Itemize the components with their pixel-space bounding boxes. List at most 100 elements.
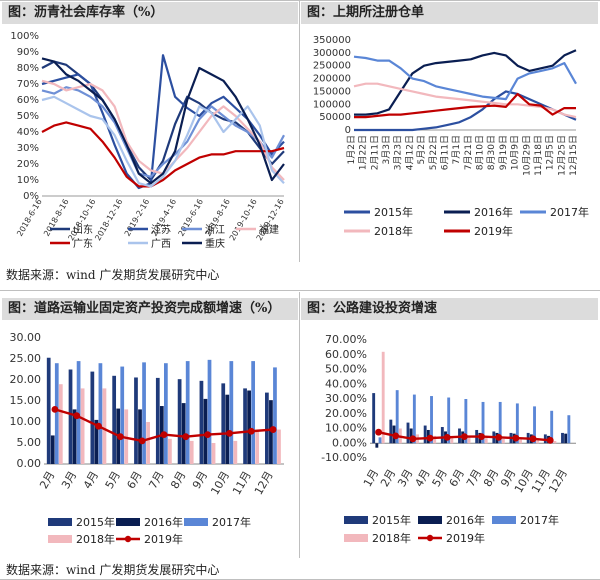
y-tick-label: 0.00: [17, 457, 42, 470]
y-tick-label: 300000: [313, 48, 351, 59]
y-tick-label: 15.00: [10, 394, 42, 407]
bar-2016年-3月: [409, 428, 413, 444]
chart-inventory: 0% 10% 20% 30% 40% 50% 60% 70% 80% 90% 100% 2018-6-…: [0, 26, 298, 260]
y-tick-label: 250000: [313, 61, 351, 72]
series-line-江苏: [41, 54, 285, 190]
y-tick-label: 70%: [17, 79, 39, 90]
x-tick-label: 5月: [103, 469, 123, 491]
x-tick-label: 2019-6-16: [177, 198, 205, 238]
bar-2017年-4月: [430, 396, 433, 444]
legend-swatch-2015年: [344, 516, 368, 524]
legend-label-2019年: 2019年: [144, 532, 183, 546]
y-tick-label: 0%: [23, 191, 39, 202]
y-tick-label: 90%: [17, 47, 39, 58]
legend-swatch-2016年: [116, 518, 140, 526]
bar-2018年-3月: [80, 388, 85, 464]
y-tick-label: -10.00%: [321, 451, 367, 464]
y-tick-label: 10.00%: [325, 422, 367, 435]
bar-2018年-9月: [519, 439, 522, 444]
legend-label-2016年: 2016年: [446, 513, 485, 527]
chart-warehouse-receipts: 0 50000 100000 150000 200000 250000 300000 3500…: [300, 26, 598, 260]
bar-2015年-4月: [90, 371, 95, 464]
legend-label-2016年: 2016年: [144, 515, 183, 529]
line-point-2019年: [269, 426, 277, 433]
x-tick-label: 10月9日: [510, 135, 521, 170]
line-point-2019年: [495, 433, 503, 441]
line-point-2019年: [116, 433, 124, 441]
bar-2017年-2月: [54, 363, 59, 464]
x-tick-label: 3月23日: [393, 135, 404, 170]
bar-2018年-5月: [450, 437, 454, 444]
line-point-2019年: [409, 435, 417, 443]
bar-2015年-8月: [177, 379, 182, 464]
x-tick-label: 2月11日: [369, 135, 380, 170]
bar-2015年-5月: [112, 375, 117, 464]
bar-2018年-9月: [211, 443, 216, 464]
x-tick-label: 9月: [190, 469, 210, 491]
bar-2016年-3月: [72, 409, 77, 464]
legend-label-广西: 广西: [151, 238, 171, 250]
legend-label-2018年: 2018年: [372, 531, 411, 545]
bar-2017年-6月: [142, 362, 146, 464]
x-tick-label: 8月10日: [475, 135, 486, 170]
bar-2015年-6月: [134, 377, 138, 464]
legend-swatch-2018年: [344, 534, 368, 542]
bar-2018年-10月: [233, 440, 238, 464]
panel-title-highway-investment: 图：公路建设投资增速: [301, 298, 598, 320]
x-tick-label: 8月: [168, 469, 188, 491]
x-tick-label: 3月3日: [381, 135, 392, 164]
y-tick-label: 40.00%: [325, 377, 367, 390]
x-tick-label: 7月1日: [451, 135, 462, 164]
bar-2016年-6月: [138, 409, 142, 464]
y-tick-label: 0: [345, 125, 351, 136]
bar-2018年-7月: [484, 438, 488, 444]
bar-2015年-12月: [265, 392, 269, 464]
y-tick-label: 5.00: [17, 436, 42, 449]
divider-top: [0, 0, 600, 1]
x-tick-label: 1月2日: [346, 135, 357, 164]
data-source-bottom: 数据来源：wind 广发期货发展研究中心: [6, 563, 220, 577]
line-point-2019年: [182, 433, 190, 441]
series-line-2019年: [354, 92, 576, 119]
x-tick-label: 12月5日: [545, 135, 556, 170]
x-tick-label: 5月22日: [428, 135, 439, 170]
x-tick-label: 2月: [37, 469, 57, 491]
bar-2017年-10月: [533, 406, 536, 444]
y-tick-label: 40%: [17, 127, 39, 138]
bar-2017年-3月: [412, 394, 416, 444]
bar-2018年-4月: [102, 388, 107, 464]
legend-label-2019年: 2019年: [446, 531, 485, 545]
line-point-2019年: [95, 422, 102, 430]
bar-2017年-11月: [550, 410, 554, 444]
bar-2017年-9月: [515, 403, 519, 444]
y-tick-label: 20.00: [10, 373, 42, 386]
bar-2015年-10月: [221, 383, 226, 464]
bar-2016年-8月: [181, 403, 186, 464]
bar-2015年-3月: [68, 369, 73, 464]
x-tick-label: 10月29日: [521, 135, 532, 176]
bar-2018年-7月: [168, 438, 172, 464]
chart-road-transport-fai: 0.00 5.00 10.00 15.00 20.00 25.00 30.00 2月 3月 4月 5…: [0, 322, 298, 556]
legend-marker-2019年: [426, 534, 434, 542]
y-tick-label: 50000: [319, 112, 351, 123]
legend-swatch-2015年: [48, 518, 72, 526]
legend-label-广东: 广东: [73, 237, 93, 250]
legend-label-2015年: 2015年: [374, 205, 413, 219]
bar-2015年-5月: [440, 427, 444, 444]
legend-label-江苏: 江苏: [151, 223, 171, 236]
chart-highway-investment: -10.00% 0.00% 10.00% 20.00% 30.00% 40.00% 50.0…: [300, 322, 598, 556]
line-point-2019年: [51, 406, 59, 413]
line-point-2019年: [204, 431, 212, 438]
bar-2017年-2月: [395, 390, 399, 444]
series-line-2017年: [353, 55, 577, 101]
legend-marker-2019年: [124, 535, 132, 543]
x-tick-label: 2018-12-16: [93, 198, 124, 243]
line-point-2019年: [73, 412, 81, 420]
bar-2015年-12月: [561, 432, 564, 444]
bar-2017年-5月: [447, 397, 451, 444]
y-tick-label: 60.00%: [325, 348, 367, 361]
legend-swatch-2018年: [48, 535, 72, 543]
bar-2015年-9月: [199, 380, 204, 464]
x-tick-label: 4月: [412, 467, 432, 489]
x-tick-label: 4月12日: [404, 135, 415, 170]
